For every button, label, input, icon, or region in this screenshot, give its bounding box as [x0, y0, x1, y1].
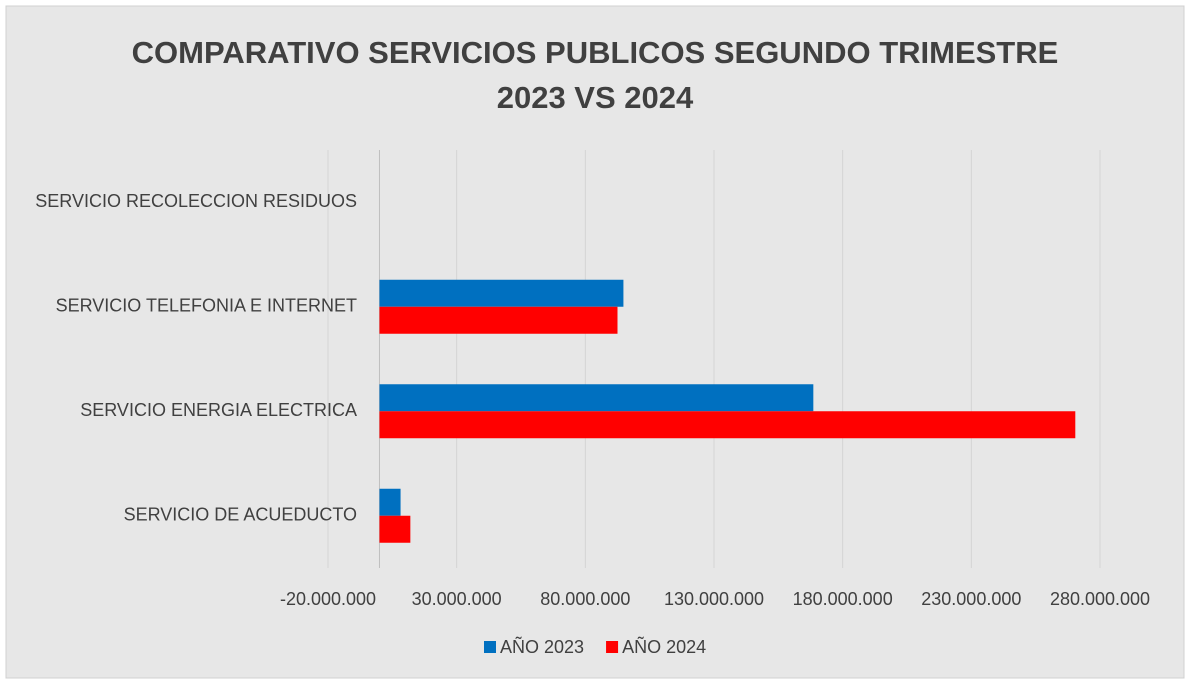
x-tick-label: 130.000.000 [664, 589, 764, 609]
chart-title: COMPARATIVO SERVICIOS PUBLICOS SEGUNDO T… [132, 35, 1059, 70]
bar [379, 515, 411, 543]
bar [379, 488, 401, 516]
x-tick-label: 30.000.000 [412, 589, 502, 609]
chart-background [5, 5, 1185, 679]
legend-label: AÑO 2024 [622, 636, 706, 657]
bar [379, 306, 618, 334]
legend-label: AÑO 2023 [500, 636, 584, 657]
x-tick-label: -20.000.000 [280, 589, 376, 609]
x-tick-label: 280.000.000 [1050, 589, 1150, 609]
y-tick-label: SERVICIO RECOLECCION RESIDUOS [35, 191, 357, 211]
y-tick-label: SERVICIO ENERGIA ELECTRICA [80, 400, 357, 420]
x-tick-label: 230.000.000 [921, 589, 1021, 609]
x-tick-label: 80.000.000 [540, 589, 630, 609]
bar [379, 411, 1076, 439]
y-tick-label: SERVICIO TELEFONIA E INTERNET [56, 296, 357, 316]
legend-swatch [606, 641, 619, 653]
legend-swatch [484, 641, 496, 653]
x-tick-label: 180.000.000 [793, 589, 893, 609]
y-tick-label: SERVICIO DE ACUEDUCTO [124, 505, 357, 525]
bar [379, 384, 814, 412]
chart-title: 2023 VS 2024 [497, 80, 694, 115]
bar [379, 279, 624, 307]
